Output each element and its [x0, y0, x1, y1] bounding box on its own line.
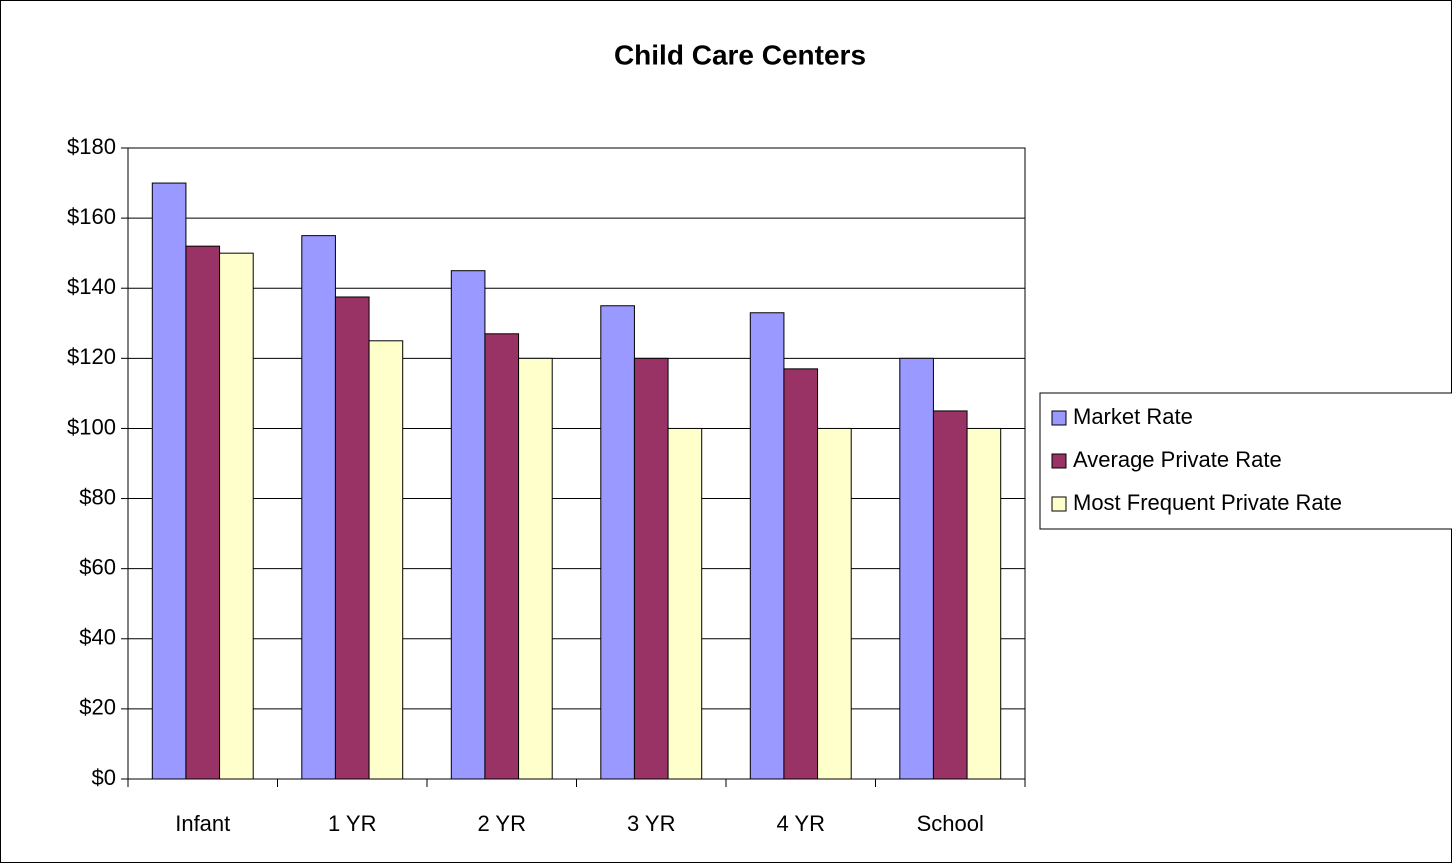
legend-label: Most Frequent Private Rate — [1073, 490, 1342, 515]
x-tick-label: 3 YR — [627, 811, 676, 836]
y-tick-label: $0 — [92, 765, 116, 790]
legend-label: Average Private Rate — [1073, 447, 1282, 472]
legend-swatch — [1051, 496, 1067, 512]
legend-box — [1039, 392, 1452, 530]
x-tick-label: 1 YR — [328, 811, 377, 836]
legend-label: Market Rate — [1073, 404, 1193, 429]
bar — [450, 270, 486, 780]
bar — [484, 333, 520, 780]
bar — [966, 427, 1002, 780]
bar — [518, 357, 553, 780]
bar — [151, 182, 187, 780]
y-tick-label: $80 — [79, 484, 116, 509]
y-tick-label: $180 — [67, 134, 116, 159]
x-tick-label: 4 YR — [776, 811, 825, 836]
plot-area — [127, 147, 1026, 780]
bar — [817, 427, 852, 780]
bar — [932, 410, 968, 780]
bar — [633, 357, 669, 780]
bar — [600, 305, 635, 780]
x-tick-label: Infant — [175, 811, 230, 836]
bar — [301, 235, 336, 780]
legend-swatch — [1051, 410, 1067, 426]
bar — [219, 252, 254, 780]
y-tick-label: $140 — [67, 274, 116, 299]
bar — [783, 368, 819, 780]
legend-swatch — [1051, 453, 1067, 469]
bar — [368, 340, 404, 780]
chart-title: Child Care Centers — [614, 39, 866, 70]
x-tick-label: 2 YR — [477, 811, 526, 836]
x-tick-label: School — [917, 811, 984, 836]
bar — [749, 312, 785, 780]
y-tick-label: $40 — [79, 625, 116, 650]
bar — [334, 296, 370, 780]
y-tick-label: $120 — [67, 344, 116, 369]
y-tick-label: $100 — [67, 414, 116, 439]
y-tick-label: $160 — [67, 204, 116, 229]
bar — [667, 427, 703, 780]
y-tick-label: $60 — [79, 554, 116, 579]
bar — [899, 357, 934, 780]
bar — [185, 245, 221, 780]
y-tick-label: $20 — [79, 695, 116, 720]
